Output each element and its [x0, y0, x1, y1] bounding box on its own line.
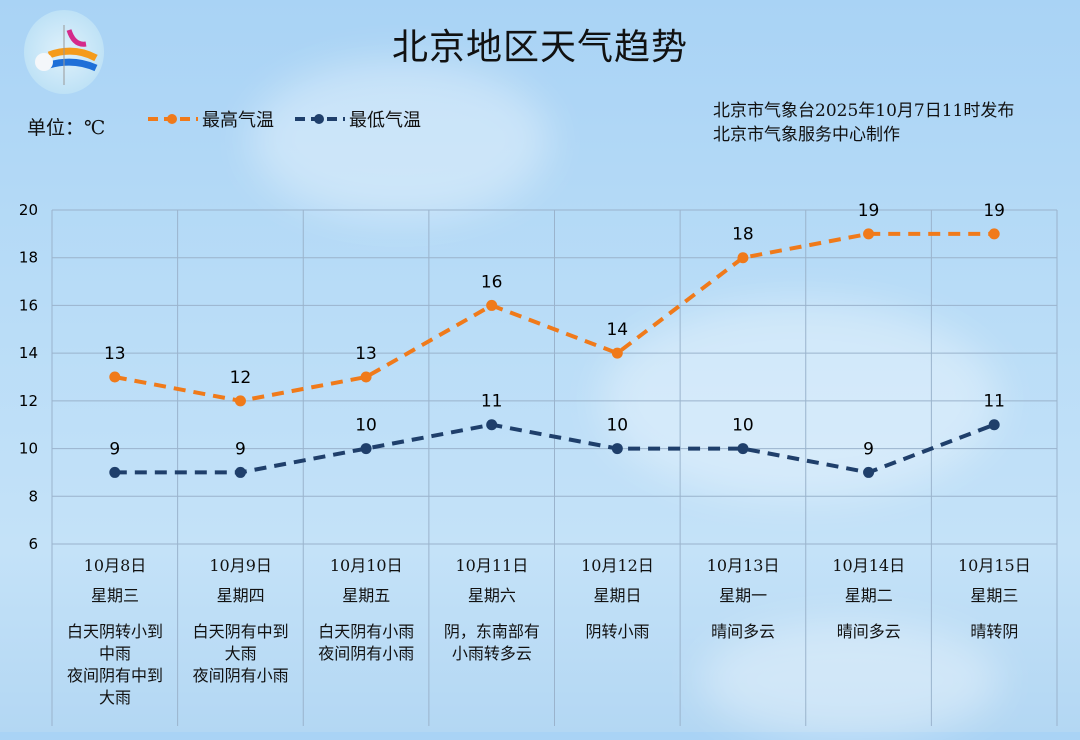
- forecast-column: 10月9日 星期四 白天阴有中到 大雨 夜间阴有小雨: [178, 555, 304, 687]
- data-label: 16: [481, 272, 503, 292]
- y-tick-label: 6: [28, 535, 38, 553]
- data-label: 10: [606, 416, 628, 436]
- forecast-column: 10月8日 星期三 白天阴转小到 中雨 夜间阴有中到 大雨: [52, 555, 178, 709]
- condition-label: 晴间多云: [711, 622, 776, 641]
- date-label: 10月14日: [832, 556, 906, 575]
- legend-navy-line-icon: [295, 114, 345, 124]
- series-line-max: [114, 231, 995, 403]
- date-label: 10月13日: [706, 556, 780, 575]
- data-point: [234, 395, 246, 407]
- chart-title: 北京地区天气趋势: [391, 27, 688, 68]
- y-tick-label: 10: [19, 440, 38, 458]
- data-point: [360, 371, 372, 383]
- data-label: 13: [104, 344, 126, 364]
- data-point: [737, 443, 749, 455]
- forecast-column: 10月12日 星期日 阴转小雨: [555, 555, 681, 643]
- forecast-column: 10月10日 星期五 白天阴有小雨 夜间阴有小雨: [303, 555, 429, 665]
- data-point: [360, 443, 372, 455]
- data-label: 14: [606, 320, 628, 340]
- legend-label-max: 最高气温: [202, 110, 274, 131]
- condition-label: 白天阴有中到 大雨 夜间阴有小雨: [192, 622, 289, 685]
- forecast-column: 10月11日 星期六 阴，东南部有 小雨转多云: [429, 555, 555, 665]
- data-point: [611, 347, 623, 359]
- legend-label-min: 最低气温: [349, 110, 421, 131]
- legend-orange-line-icon: [148, 114, 198, 124]
- weekday-label: 星期日: [593, 586, 642, 605]
- data-point: [988, 419, 1000, 431]
- date-label: 10月15日: [958, 556, 1031, 575]
- data-label: 9: [863, 439, 874, 459]
- legend-item-min: 最低气温: [295, 106, 421, 132]
- data-point: [486, 419, 498, 431]
- y-tick-label: 18: [19, 249, 38, 267]
- weekday-label: 星期六: [467, 586, 516, 605]
- data-point: [109, 466, 121, 478]
- weekday-label: 星期二: [844, 586, 893, 605]
- date-label: 10月11日: [455, 556, 529, 575]
- condition-label: 晴转阴: [970, 622, 1019, 641]
- legend-item-max: 最高气温: [148, 106, 274, 132]
- publisher-line-1: 北京市气象台2025年10月7日11时发布: [713, 101, 1015, 121]
- y-tick-label: 8: [28, 487, 38, 505]
- unit-label: 单位：℃: [27, 117, 106, 139]
- data-label: 9: [235, 439, 246, 459]
- condition-label: 白天阴转小到 中雨 夜间阴有中到 大雨: [66, 622, 163, 707]
- date-label: 10月8日: [83, 556, 147, 575]
- weekday-label: 星期四: [216, 586, 265, 605]
- publisher-line-2: 北京市气象服务中心制作: [713, 125, 900, 145]
- condition-label: 阴转小雨: [585, 622, 650, 641]
- data-label: 18: [732, 225, 754, 245]
- date-label: 10月10日: [329, 556, 403, 575]
- data-point: [611, 443, 623, 455]
- forecast-column: 10月13日 星期一 晴间多云: [680, 555, 806, 643]
- y-tick-label: 12: [19, 392, 38, 410]
- data-label: 19: [858, 201, 880, 221]
- weekday-label: 星期三: [970, 586, 1019, 605]
- condition-label: 白天阴有小雨 夜间阴有小雨: [318, 622, 415, 663]
- condition-label: 阴，东南部有 小雨转多云: [443, 622, 540, 663]
- forecast-column: 10月15日 星期三 晴转阴: [931, 555, 1057, 643]
- data-label: 9: [109, 439, 120, 459]
- weekday-label: 星期一: [719, 586, 768, 605]
- weekday-label: 星期三: [90, 586, 139, 605]
- data-label: 12: [230, 368, 252, 388]
- forecast-column: 10月14日 星期二 晴间多云: [806, 555, 932, 643]
- data-label: 19: [983, 201, 1005, 221]
- data-point: [109, 371, 121, 383]
- y-tick-label: 16: [19, 296, 38, 314]
- data-label: 13: [355, 344, 377, 364]
- data-point: [234, 466, 246, 478]
- meteorological-service-logo: [24, 10, 104, 94]
- date-label: 10月9日: [209, 556, 272, 575]
- weekday-label: 星期五: [342, 586, 391, 605]
- data-point: [863, 228, 875, 240]
- data-label: 11: [983, 392, 1005, 412]
- y-tick-label: 14: [19, 344, 38, 362]
- data-point: [988, 228, 1000, 240]
- data-label: 10: [355, 416, 377, 436]
- series-line-min: [114, 422, 995, 475]
- y-tick-label: 20: [19, 201, 38, 219]
- data-point: [863, 466, 875, 478]
- condition-label: 晴间多云: [836, 622, 901, 641]
- date-label: 10月12日: [581, 556, 654, 575]
- data-point: [486, 299, 498, 311]
- data-label: 10: [732, 416, 754, 436]
- data-label: 11: [481, 392, 503, 412]
- data-point: [737, 252, 749, 264]
